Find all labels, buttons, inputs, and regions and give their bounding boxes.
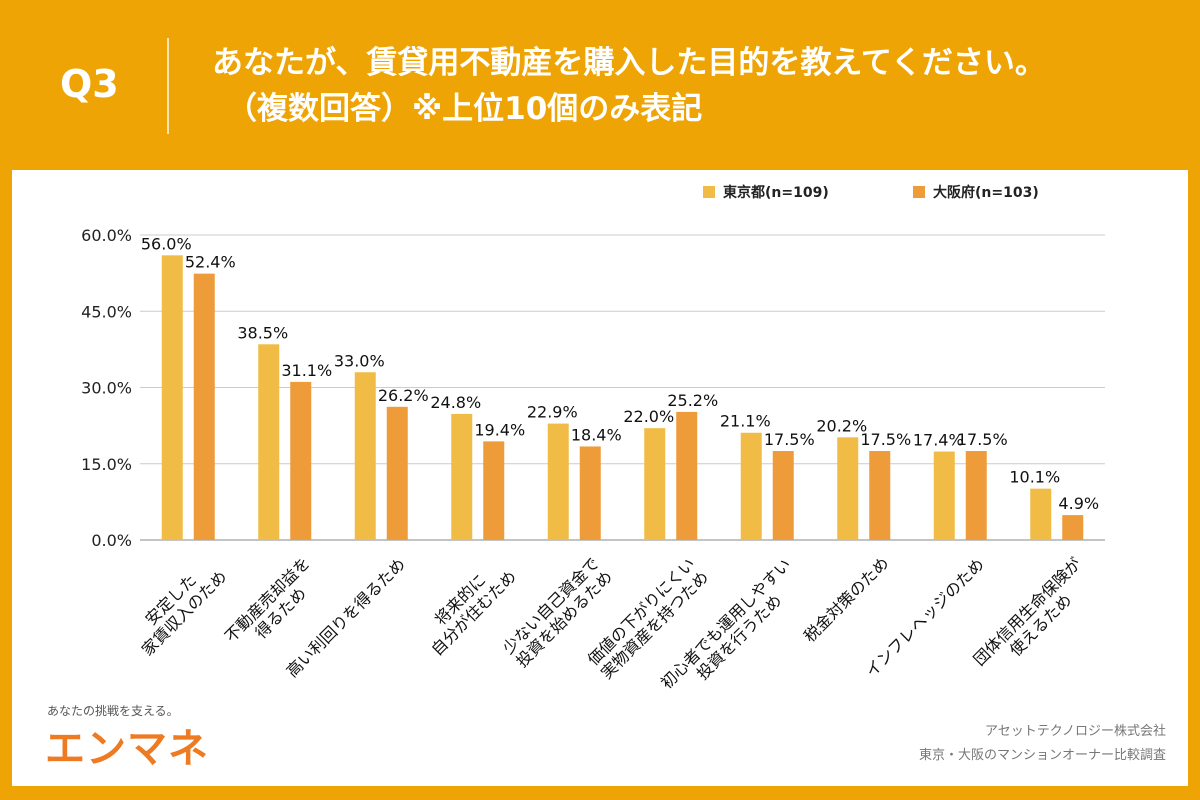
- logo: エンマネ: [45, 726, 209, 772]
- y-tick-label: 45.0%: [81, 302, 132, 321]
- page-title: あなたが、賃貸用不動産を購入した目的を教えてください。 （複数回答）※上位10個…: [212, 40, 1046, 132]
- data-label: 31.1%: [281, 361, 332, 380]
- data-label: 20.2%: [816, 416, 867, 435]
- x-tick-label-line: 団体信用生命保険が: [970, 554, 1085, 669]
- bar: [483, 441, 505, 540]
- bar: [354, 372, 376, 540]
- data-label: 17.4%: [913, 431, 964, 450]
- legend-swatch: [913, 186, 925, 198]
- bar: [547, 423, 569, 540]
- data-label: 10.1%: [1009, 468, 1060, 487]
- bar: [740, 432, 762, 540]
- y-tick-label: 15.0%: [81, 455, 132, 474]
- divider: [167, 38, 169, 134]
- question-number: Q3: [60, 62, 119, 106]
- y-tick-label: 30.0%: [81, 379, 132, 398]
- data-label: 38.5%: [237, 323, 288, 342]
- legend-label: 大阪府(n=103): [933, 184, 1039, 201]
- data-label: 52.4%: [185, 253, 236, 272]
- bar: [193, 273, 215, 540]
- bar: [290, 381, 312, 540]
- data-label: 56.0%: [141, 234, 192, 253]
- data-label: 24.8%: [430, 393, 481, 412]
- data-label: 21.1%: [720, 412, 771, 431]
- bar: [644, 428, 666, 540]
- data-label: 17.5%: [860, 430, 911, 449]
- x-tick-label: 税金対策のため: [800, 553, 893, 646]
- data-label: 18.4%: [571, 425, 622, 444]
- bar: [258, 344, 280, 540]
- credit: アセットテクノロジー株式会社 東京・大阪のマンションオーナー比較調査: [919, 720, 1166, 768]
- bar: [965, 451, 987, 540]
- y-tick-label: 60.0%: [81, 226, 132, 245]
- logo-tagline: あなたの挑戦を支える。: [47, 704, 179, 718]
- data-label: 25.2%: [667, 391, 718, 410]
- bar: [676, 411, 698, 540]
- data-label: 4.9%: [1058, 494, 1099, 513]
- data-label: 22.0%: [623, 407, 674, 426]
- y-tick-label: 0.0%: [91, 531, 132, 550]
- data-label: 17.5%: [957, 430, 1008, 449]
- x-tick-label-line: 税金対策のため: [800, 553, 893, 646]
- data-label: 22.9%: [527, 403, 578, 422]
- title-line-2: （複数回答）※上位10個のみ表記: [226, 91, 703, 127]
- survey-name: 東京・大阪のマンションオーナー比較調査: [918, 748, 1166, 763]
- bar: [1062, 515, 1084, 540]
- bar: [837, 437, 859, 540]
- bar: [1030, 488, 1052, 540]
- data-label: 33.0%: [334, 351, 385, 370]
- title-line-1: あなたが、賃貸用不動産を購入した目的を教えてください。: [212, 45, 1046, 81]
- company-name: アセットテクノロジー株式会社: [985, 724, 1166, 739]
- data-label: 26.2%: [378, 386, 429, 405]
- bar: [933, 451, 955, 540]
- data-label: 19.4%: [474, 420, 525, 439]
- data-label: 17.5%: [764, 430, 815, 449]
- bar: [451, 413, 473, 540]
- legend-swatch: [703, 186, 715, 198]
- bar: [772, 451, 794, 540]
- bar: [579, 446, 601, 540]
- bar: [161, 255, 183, 541]
- bar: [386, 406, 408, 540]
- legend-label: 東京都(n=109): [723, 184, 829, 201]
- bar: [869, 451, 891, 540]
